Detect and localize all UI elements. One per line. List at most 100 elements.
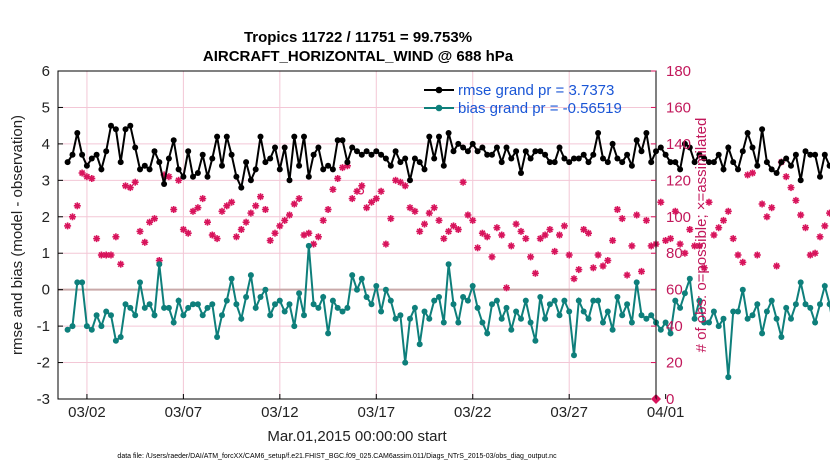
rmse-point (305, 173, 312, 180)
obs-count-marker (223, 202, 231, 210)
bias-point (291, 323, 298, 330)
obs-count-marker (768, 204, 776, 212)
rmse-point (199, 151, 206, 158)
rmse-point (575, 155, 582, 162)
bias-point (170, 319, 177, 326)
bias-point (730, 308, 737, 315)
y-left-tick-label: 4 (42, 136, 50, 153)
obs-count-marker (314, 233, 322, 241)
bias-point (411, 304, 418, 311)
rmse-point (93, 151, 100, 158)
obs-count-marker (594, 251, 602, 259)
y-right-tick-label: 80 (666, 245, 683, 262)
rmse-point (614, 155, 621, 162)
rmse-point (725, 144, 732, 151)
obs-count-marker (570, 275, 578, 283)
x-tick-label: 03/22 (454, 404, 492, 421)
rmse-point (204, 173, 211, 180)
y-right-tick-label: 0 (666, 391, 674, 408)
obs-count-marker (782, 173, 790, 181)
bias-point (257, 294, 264, 300)
obs-count-marker (112, 233, 120, 241)
obs-count-marker (633, 211, 641, 219)
rmse-point (426, 133, 433, 140)
obs-count-marker (575, 266, 583, 274)
bias-point (122, 301, 129, 308)
y-left-tick-label: 6 (42, 63, 50, 80)
bias-point (624, 301, 631, 308)
obs-count-marker (416, 227, 424, 235)
rmse-point (817, 173, 823, 180)
obs-count-marker (618, 215, 626, 223)
legend-rmse-label: rmse grand pr = 3.7373 (458, 82, 614, 99)
rmse-point (754, 162, 761, 169)
y-right-tick-label: 160 (666, 99, 691, 116)
obs-count-marker (681, 249, 689, 257)
bias-point (296, 290, 303, 297)
obs-count-marker (334, 175, 342, 182)
bias-point (474, 304, 481, 311)
legend-bias-marker (435, 104, 443, 112)
rmse-point (325, 162, 332, 169)
obs-count-marker (64, 222, 72, 230)
bias-point (165, 304, 172, 311)
obs-count-marker (676, 240, 684, 248)
rmse-point (267, 155, 274, 162)
obs-count-marker (464, 211, 472, 219)
bias-point (281, 308, 288, 315)
bias-point (600, 319, 606, 326)
obs-count-marker (126, 184, 134, 192)
bias-point (532, 337, 539, 344)
bias-point (334, 304, 341, 311)
rmse-point (397, 159, 404, 166)
bias-point (657, 326, 664, 333)
obs-count-marker (749, 169, 756, 177)
bias-point (194, 301, 201, 308)
bias-point (739, 286, 746, 293)
bias-point (551, 297, 558, 304)
bias-point (542, 315, 549, 322)
obs-count-marker (151, 215, 158, 223)
rmse-point (556, 144, 563, 151)
obs-count-marker (204, 218, 211, 226)
bias-point (672, 297, 679, 304)
rmse-point (431, 155, 438, 162)
rmse-point (460, 144, 467, 151)
rmse-point (276, 166, 283, 173)
bias-point (175, 297, 182, 304)
bias-point (402, 359, 409, 366)
rmse-point (243, 159, 250, 166)
obs-count-marker (686, 226, 694, 233)
rmse-point (720, 166, 727, 173)
rmse-point (537, 148, 544, 155)
rmse-point (773, 170, 780, 176)
rmse-point (619, 159, 626, 166)
rmse-point (368, 151, 375, 158)
bias-point (667, 330, 674, 337)
rmse-point (296, 162, 303, 169)
bias-point (696, 297, 703, 304)
rmse-point (826, 162, 830, 169)
bias-point (464, 297, 471, 304)
obs-count-marker (430, 204, 438, 212)
obs-count-marker (585, 229, 592, 237)
rmse-point (667, 159, 674, 166)
bias-point (440, 319, 447, 326)
obs-count-marker (734, 251, 742, 259)
obs-count-marker (705, 198, 713, 206)
rmse-point (551, 159, 558, 166)
rmse-point (493, 144, 500, 151)
rmse-point (416, 159, 423, 166)
rmse-point (450, 148, 457, 155)
rmse-point (445, 130, 452, 136)
obs-count-marker (483, 233, 491, 241)
rmse-point (339, 137, 346, 144)
y-left-tick-label: -3 (37, 391, 50, 408)
obs-count-marker (512, 220, 520, 228)
legend: rmse grand pr = 3.7373 bias grand pr = -… (424, 82, 622, 117)
obs-count-marker (377, 187, 385, 195)
rmse-point (508, 155, 515, 162)
bias-point (185, 304, 192, 311)
obs-count-marker (146, 218, 154, 226)
obs-count-marker (522, 235, 530, 243)
